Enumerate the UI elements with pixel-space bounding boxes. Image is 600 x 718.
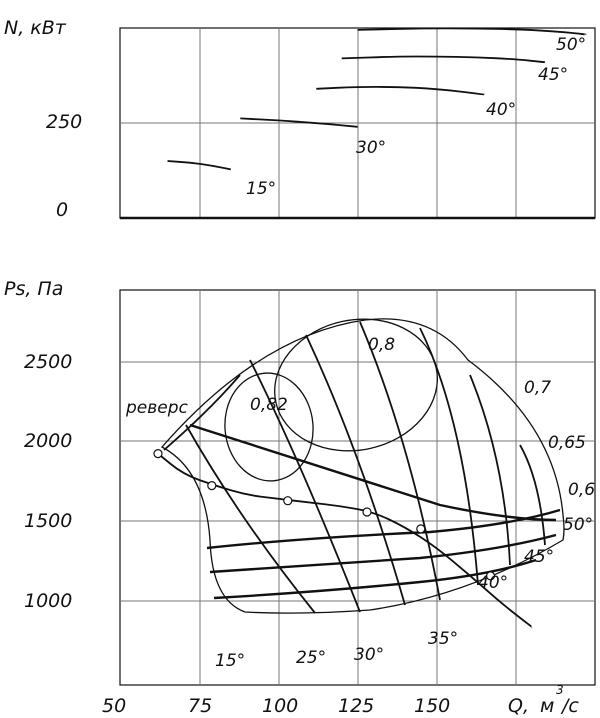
reverse-point [153,449,163,459]
power-panel: N, кВт 250 0 15° 30° 40° 45° 50° [4,17,596,221]
efficiency-curve [185,424,316,614]
efficiency-080-ellipse [274,318,438,452]
efficiency-curve [469,374,511,566]
power-series-line [357,27,587,36]
power-y-tick-label: 0 [56,199,68,221]
power-series-label: 15° [246,179,276,199]
pressure-x-axis-title-den: /c [560,695,579,717]
power-series-label: 40° [486,100,516,120]
pressure-y-axis-title: Ps, Па [4,278,63,300]
efficiency-082-ellipse [224,372,314,482]
power-series-label: 30° [356,138,386,158]
blade-angle-label: 40° [478,573,508,593]
efficiency-curve [359,321,441,601]
reverse-point [416,524,426,534]
power-series-line [316,85,485,96]
blade-angle-label: 50° [563,515,593,535]
operating-region-outline [160,318,565,614]
reverse-points [153,449,496,581]
efficiency-curve [305,334,406,606]
pressure-x-axis-title-unit: м [540,695,554,717]
pressure-y-tick-label: 2500 [24,351,72,373]
pressure-x-tick-label: 150 [414,695,450,717]
blade-angle-label: 45° [524,547,554,567]
blade-angle-label: 15° [215,651,245,671]
power-grid [120,28,595,218]
pressure-x-tick-label: 100 [262,695,298,717]
efficiency-label: 0,82 [250,395,288,415]
pressure-y-tick-label: 2000 [24,430,72,452]
blade-angle-curve [209,533,557,574]
power-y-tick-label: 250 [46,111,82,133]
efficiency-curve [249,359,361,613]
reverse-point [485,571,496,581]
pressure-x-tick-label: 75 [188,695,212,717]
efficiency-label: 0,6 [568,480,595,500]
blade-angle-curve [213,558,537,600]
blade-angle-label: 35° [428,629,458,649]
power-series-line [167,160,231,171]
pressure-x-axis-title-main: Q, [508,695,529,717]
blade-angle-label: 30° [354,645,384,665]
blade-angle-curve [189,423,557,522]
pressure-x-tick-label: 125 [338,695,374,717]
reverse-label: реверс [125,398,189,418]
power-series-line [240,117,358,128]
efficiency-label: 0,65 [548,433,586,453]
reverse-point [207,481,217,491]
pressure-panel: Ps, Па 2500 2000 1500 1000 50 75 100 125… [4,278,596,717]
reverse-point [283,496,293,506]
blade-angle-label: 25° [296,648,326,668]
pressure-x-axis-title-sup: 3 [556,683,564,697]
power-series-label: 45° [538,65,568,85]
efficiency-label: 0,7 [524,378,551,398]
efficiency-label: 0,8 [368,335,395,355]
reverse-line [157,452,533,628]
reverse-point [362,507,372,517]
efficiency-curve [519,444,546,546]
power-series-label: 50° [556,35,586,55]
pressure-x-tick-label: 50 [102,695,126,717]
pressure-y-tick-label: 1500 [24,510,72,532]
efficiency-curve [163,374,241,451]
pressure-grid [120,290,595,685]
power-series-line [341,55,546,64]
power-y-axis-title: N, кВт [4,17,67,39]
pressure-y-tick-label: 1000 [24,590,72,612]
